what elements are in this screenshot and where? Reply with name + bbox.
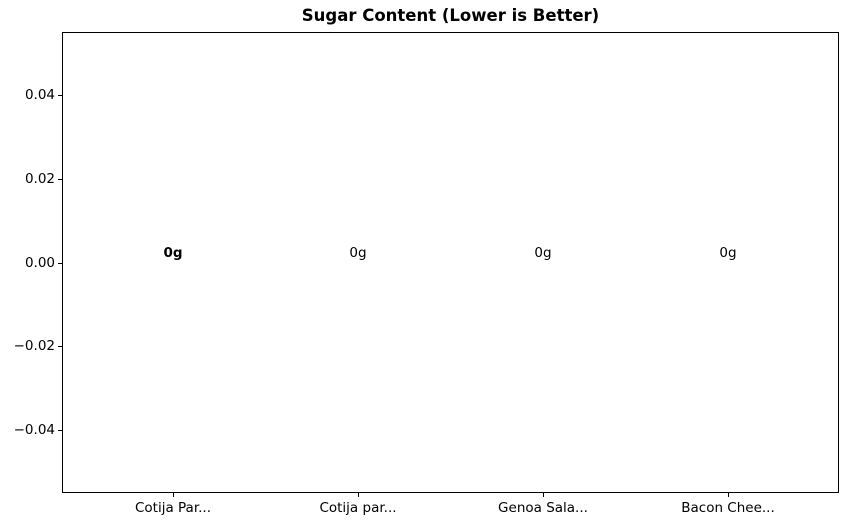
- x-tick-mark: [728, 493, 729, 497]
- x-tick-label: Cotija Par...: [134, 500, 212, 516]
- y-tick-label: −0.04: [13, 422, 55, 438]
- plot-area: [62, 32, 839, 493]
- y-tick-mark: [58, 346, 62, 347]
- x-tick-mark: [358, 493, 359, 497]
- bar-value-label: 0g: [719, 245, 737, 261]
- x-tick-mark: [173, 493, 174, 497]
- bar-value-label: 0g: [163, 245, 183, 261]
- y-tick-mark: [58, 430, 62, 431]
- y-tick-label: 0.00: [24, 255, 55, 271]
- chart-title: Sugar Content (Lower is Better): [301, 6, 600, 25]
- x-tick-label: Genoa Sala...: [498, 500, 588, 516]
- bar-value-label: 0g: [349, 245, 367, 261]
- y-tick-label: −0.02: [13, 338, 55, 354]
- y-tick-mark: [58, 179, 62, 180]
- y-tick-mark: [58, 95, 62, 96]
- x-tick-mark: [543, 493, 544, 497]
- x-tick-label: Cotija par...: [319, 500, 397, 516]
- y-tick-mark: [58, 263, 62, 264]
- y-tick-label: 0.04: [24, 87, 55, 103]
- x-tick-label: Bacon Chee...: [681, 500, 775, 516]
- y-tick-label: 0.02: [24, 171, 55, 187]
- bar-value-label: 0g: [534, 245, 552, 261]
